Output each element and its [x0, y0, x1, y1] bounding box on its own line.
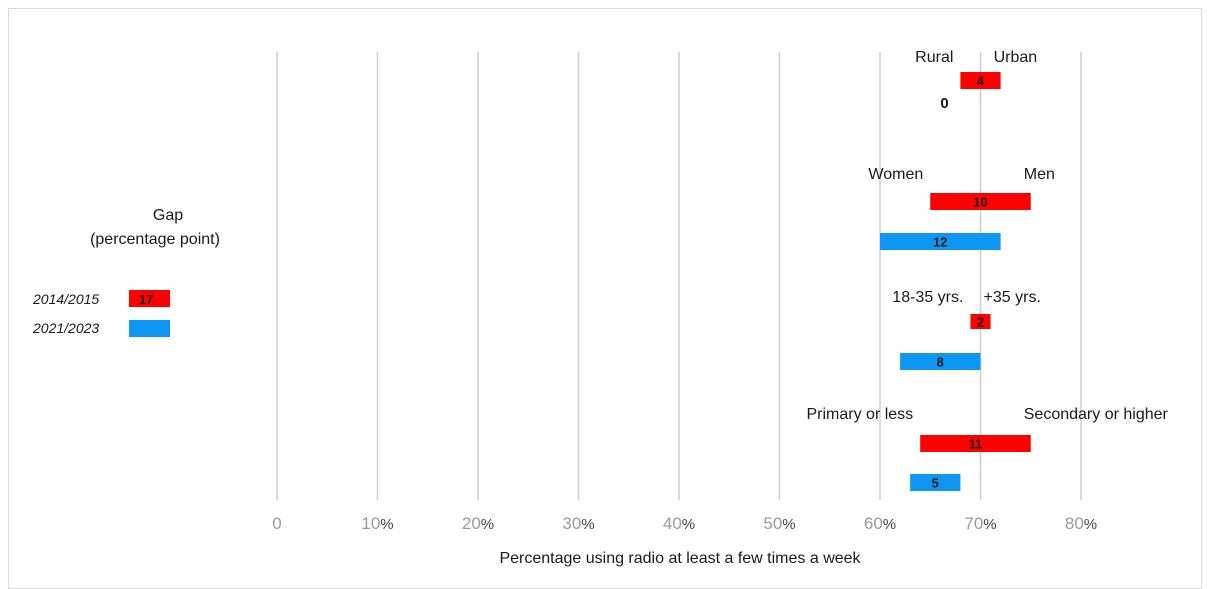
- gap-label-group-1-2021: 12: [933, 235, 947, 250]
- bar-group-2-2014: [970, 314, 991, 329]
- legend-item-2014-value: 17: [139, 292, 153, 307]
- x-tick-50: 50%: [763, 514, 795, 533]
- legend-title-line1: Gap: [153, 207, 183, 224]
- bar-group-3-2021: [910, 474, 961, 491]
- x-tick-80: 80%: [1065, 514, 1097, 533]
- x-tick-10: 10%: [361, 514, 393, 533]
- x-tick-40: 40%: [663, 514, 695, 533]
- gap-label-group-0-2021: 0: [940, 95, 948, 112]
- gap-label-group-3-2021: 5: [932, 476, 939, 491]
- legend: Gap (percentage point) 2014/2015 17 2021…: [32, 207, 220, 337]
- bars-layer: Rural Urban 4 0 Women Men 10 12 18-35 yrs. +35 yr…: [807, 49, 1169, 491]
- group-1-left-label: Women: [868, 166, 923, 183]
- x-axis-ticks: 0 10% 20% 30% 40% 50% 60% 70% 80%: [272, 514, 1097, 533]
- legend-item-2021-swatch: [129, 320, 170, 337]
- group-2-left-label: 18-35 yrs.: [892, 289, 963, 306]
- group-3-left-label: Primary or less: [807, 406, 914, 423]
- gridlines: [276, 52, 1082, 500]
- bar-group-1-2021: [880, 233, 1001, 250]
- group-0-left-label: Rural: [915, 49, 953, 66]
- group-2-right-label: +35 yrs.: [984, 289, 1041, 306]
- x-tick-70: 70%: [964, 514, 996, 533]
- legend-item-2014-label: 2014/2015: [32, 291, 99, 307]
- x-tick-30: 30%: [562, 514, 594, 533]
- gap-label-group-3-2014: 11: [969, 437, 983, 452]
- x-tick-60: 60%: [864, 514, 896, 533]
- group-0-right-label: Urban: [994, 49, 1038, 66]
- bar-group-0-2014: [960, 72, 1001, 89]
- bar-group-1-2014: [930, 193, 1031, 210]
- legend-item-2014-swatch: [129, 290, 170, 307]
- legend-item-2021-label: 2021/2023: [32, 320, 99, 336]
- bar-group-3-2014: [920, 435, 1031, 452]
- gap-label-group-1-2014: 10: [973, 195, 987, 210]
- bar-group-2-2021: [900, 353, 981, 370]
- x-axis-label: Percentage using radio at least a few ti…: [499, 550, 861, 567]
- legend-title-line2: (percentage point): [90, 231, 220, 248]
- x-tick-20: 20%: [462, 514, 494, 533]
- x-tick-0: 0: [272, 514, 281, 533]
- gap-label-group-2-2014: 2: [977, 315, 984, 330]
- gap-label-group-2-2021: 8: [937, 355, 944, 370]
- group-1-right-label: Men: [1024, 166, 1055, 183]
- group-3-right-label: Secondary or higher: [1024, 406, 1169, 423]
- gap-label-group-0-2014: 4: [977, 74, 985, 89]
